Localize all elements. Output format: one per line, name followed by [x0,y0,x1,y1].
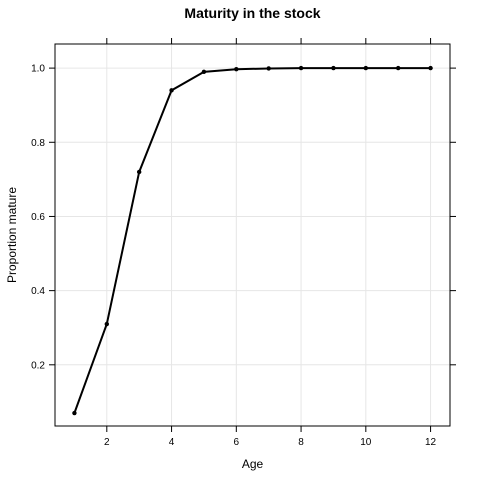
y-tick-label: 0.8 [31,138,45,149]
x-tick-label: 10 [360,437,372,448]
data-point [266,66,271,71]
data-point [72,410,77,416]
data-point [234,67,239,72]
series-line [73,67,431,414]
series [72,65,433,416]
data-point [169,88,174,93]
chart-title: Maturity in the stock [184,5,320,21]
x-axis-label: Age [242,457,264,471]
x-tick-label: 2 [104,437,110,448]
x-tick-label: 8 [298,437,304,448]
plot-frame [54,43,451,427]
data-point [136,169,142,175]
x-tick-label: 4 [169,437,175,448]
data-point [395,65,401,71]
data-point [363,65,369,71]
x-tick-label: 12 [425,437,437,448]
data-point [104,321,110,327]
data-point [201,69,207,75]
y-tick-label: 0.4 [31,286,45,297]
grid [55,44,450,426]
axis-ticks: 2 4 6 8 10 12 0.2 0.4 0.6 0.8 1.0 [31,38,456,448]
data-point [298,65,304,71]
data-point [331,65,336,71]
y-axis-label: Proportion mature [5,187,19,283]
y-tick-label: 0.6 [31,212,45,223]
y-tick-label: 1.0 [31,64,45,75]
data-point [428,65,433,71]
x-tick-label: 6 [234,437,240,448]
y-tick-label: 0.2 [31,360,45,371]
